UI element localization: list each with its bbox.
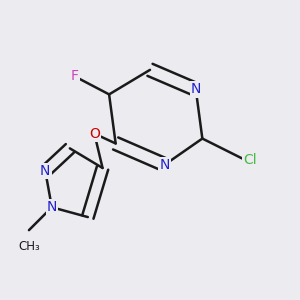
Text: N: N	[40, 164, 50, 178]
Text: N: N	[190, 82, 201, 97]
Text: N: N	[47, 200, 57, 214]
Text: Cl: Cl	[243, 153, 256, 167]
Text: F: F	[71, 69, 79, 83]
Text: N: N	[160, 158, 170, 172]
Text: O: O	[89, 127, 100, 141]
Text: CH₃: CH₃	[18, 240, 40, 253]
